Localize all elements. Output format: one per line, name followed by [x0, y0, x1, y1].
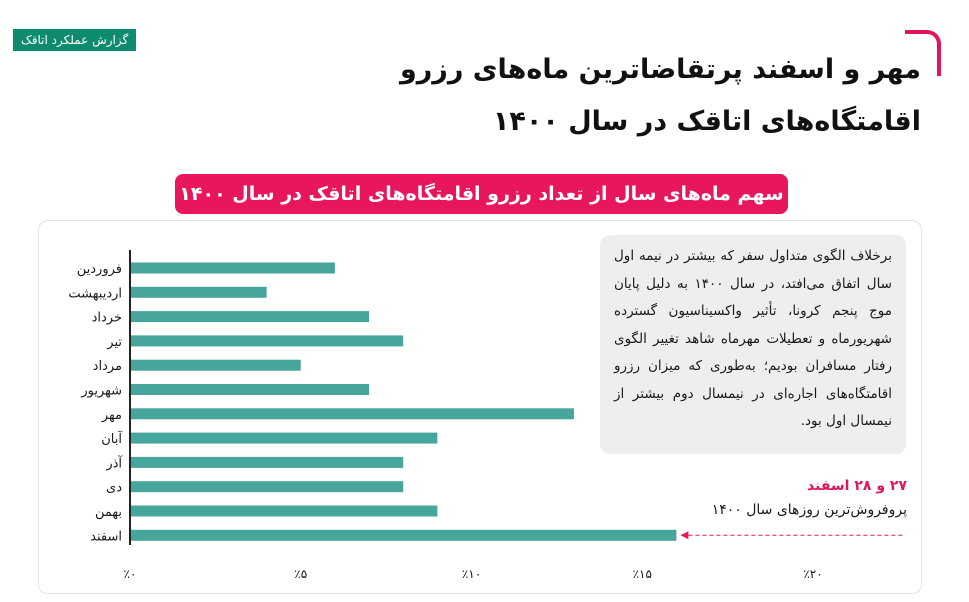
category-label: تیر — [106, 335, 122, 350]
category-label: فروردین — [77, 262, 122, 277]
insight-note: برخلاف الگوی متداول سفر که بیشتر در نیمه… — [600, 235, 906, 454]
x-tick-label: ٪۰ — [124, 567, 137, 581]
category-label: آبان — [101, 430, 123, 447]
category-label: دی — [106, 481, 122, 496]
peak-date: ۲۷ و ۲۸ اسفند — [807, 478, 907, 494]
bar-3 — [130, 311, 370, 323]
bar-2 — [130, 286, 267, 298]
bar-7 — [130, 408, 574, 420]
x-tick-label: ٪۵ — [294, 567, 307, 581]
bar-5 — [130, 359, 301, 371]
category-label: اسفند — [90, 529, 122, 544]
x-tick-label: ٪۲۰ — [803, 567, 822, 581]
x-tick-label: ٪۱۰ — [462, 567, 481, 581]
category-label: اردیبهشت — [68, 286, 122, 301]
bar-12 — [130, 529, 677, 541]
category-label: خرداد — [92, 311, 122, 326]
chart-title: سهم ماه‌های سال از تعداد رزرو اقامتگاه‌ه… — [175, 174, 788, 214]
bar-4 — [130, 335, 404, 347]
category-label: آذر — [105, 454, 123, 471]
category-label: بهمن — [95, 505, 122, 520]
report-badge: گزارش عملکرد اتاقک — [13, 29, 137, 51]
page-title: مهر و اسفند پرتقاضاترین ماه‌های رزرو اقا… — [399, 54, 921, 137]
bar-11 — [130, 505, 438, 517]
category-label: شهریور — [80, 384, 122, 399]
bar-6 — [130, 384, 370, 395]
peak-arrow-icon — [680, 531, 689, 540]
bar-10 — [130, 481, 404, 493]
bar-9 — [130, 456, 404, 468]
category-label: مهر — [101, 408, 122, 423]
corner-accent — [905, 30, 941, 76]
bar-1 — [130, 262, 335, 274]
x-tick-label: ٪۱۵ — [633, 567, 652, 581]
peak-caption: پروفروش‌ترین روزهای سال ۱۴۰۰ — [711, 502, 907, 518]
bar-8 — [130, 432, 438, 444]
category-label: مرداد — [93, 359, 122, 374]
